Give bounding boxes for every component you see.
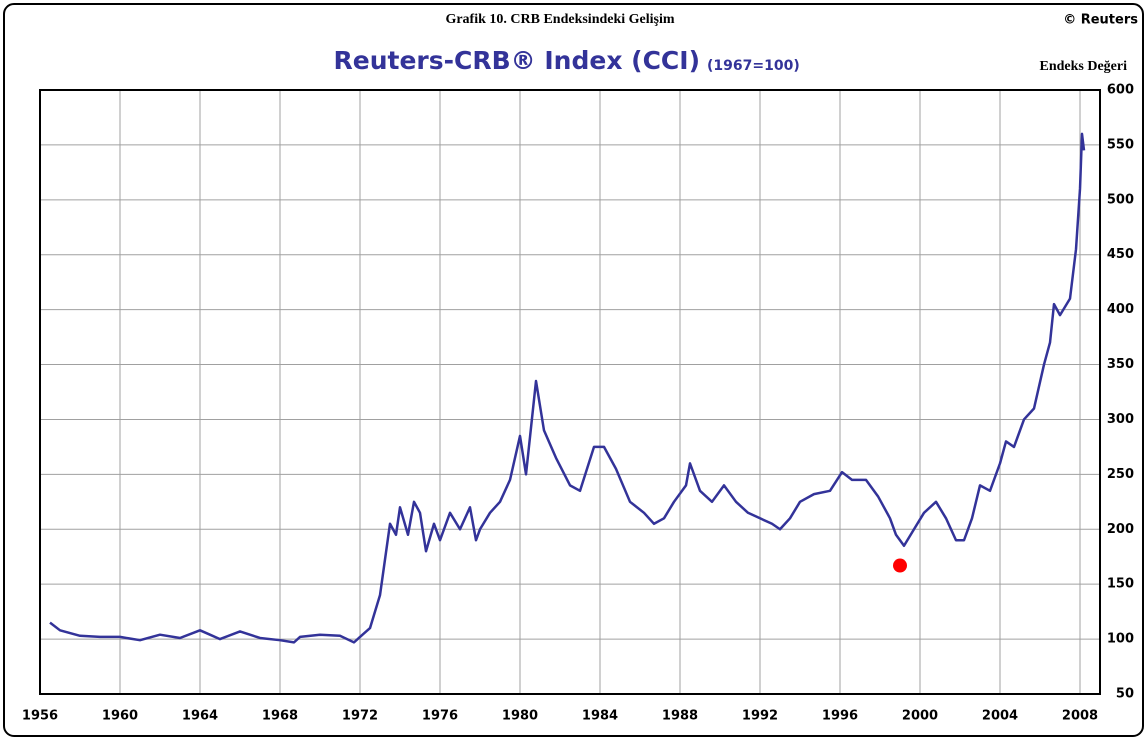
x-tick-label: 1956 [22, 709, 58, 724]
x-tick-label: 1972 [342, 709, 378, 724]
title: Reuters-CRB® Index (CCI) [334, 46, 700, 75]
x-tick-label: 2004 [982, 709, 1018, 724]
y-tick-label: 300 [1107, 412, 1134, 427]
y-axis-label: Endeks Değeri [1040, 59, 1128, 74]
y-tick-label: 500 [1107, 192, 1134, 207]
y-tick-label: 350 [1107, 357, 1134, 372]
y-tick-label: 100 [1107, 632, 1134, 647]
x-tick-label: 1964 [182, 709, 218, 724]
y-tick-label: 150 [1107, 577, 1134, 592]
y-tick-label: 200 [1107, 522, 1134, 537]
y-tick-label: 600 [1107, 83, 1134, 98]
y-tick-label: 400 [1107, 302, 1134, 317]
x-tick-label: 1960 [102, 709, 138, 724]
marker-dot [893, 558, 907, 573]
x-tick-label: 1968 [262, 709, 298, 724]
x-tick-label: 1992 [742, 709, 778, 724]
x-tick-label: 1976 [422, 709, 458, 724]
y-tick-label: 50 [1116, 687, 1134, 702]
credit: © Reuters [1063, 13, 1138, 28]
x-tick-label: 1984 [582, 709, 618, 724]
series-line [49, 132, 1086, 644]
x-tick-label: 2000 [902, 709, 938, 724]
subtitle: (1967=100) [707, 58, 800, 74]
header: Grafik 10. CRB Endeksindeki Gelişim [445, 12, 674, 27]
x-tick-label: 1988 [662, 709, 698, 724]
y-tick-label: 550 [1107, 137, 1134, 152]
x-tick-label: 1980 [502, 709, 538, 724]
y-tick-label: 250 [1107, 467, 1134, 482]
frame [3, 3, 1144, 737]
x-tick-label: 1996 [822, 709, 858, 724]
x-tick-label: 2008 [1062, 709, 1098, 724]
plot-border [39, 89, 1101, 695]
y-tick-label: 450 [1107, 247, 1134, 262]
